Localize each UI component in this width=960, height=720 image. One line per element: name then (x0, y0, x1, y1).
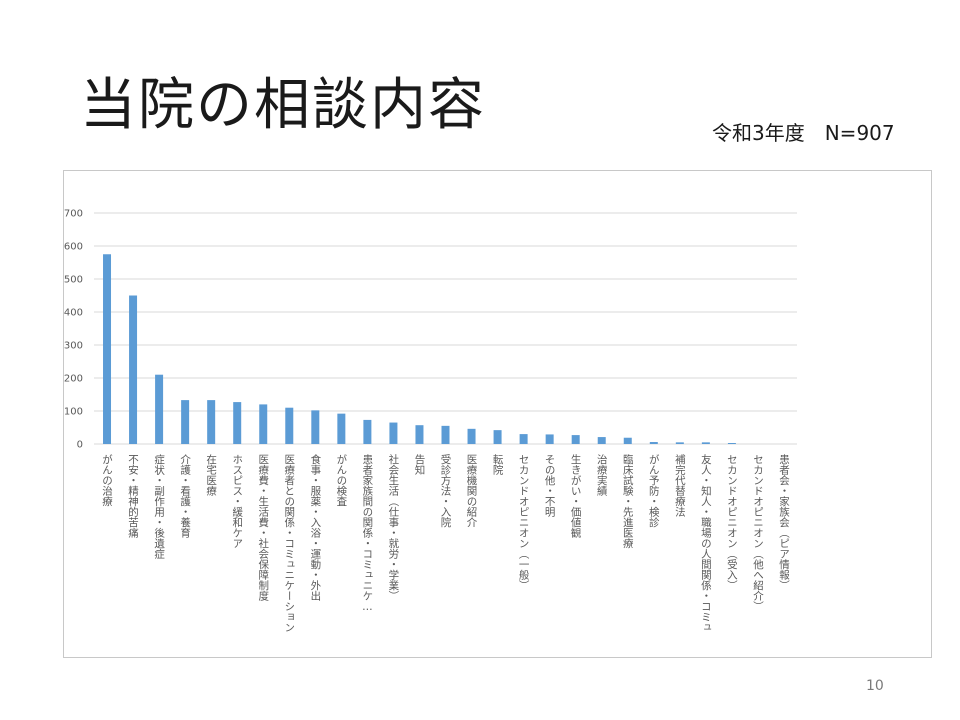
bar (155, 374, 164, 444)
x-category-label: 在宅医療 (205, 454, 217, 496)
gridlines (94, 212, 797, 445)
y-tick-label: 200 (64, 374, 83, 385)
bar (493, 430, 502, 444)
x-category-label: 転院 (492, 454, 504, 476)
x-category-label: 医療機関の紹介 (466, 454, 478, 528)
bar (441, 425, 450, 444)
bar (285, 407, 294, 444)
bar (337, 413, 346, 444)
bar (675, 442, 684, 444)
x-category-label: その他・不明 (544, 454, 556, 518)
x-category-label: 生きがい・価値観 (570, 453, 582, 539)
bar (233, 402, 242, 444)
bar (649, 442, 658, 444)
y-axis-ticks: 0 100 200 300 400 500 600 700 (64, 209, 83, 451)
slide-title: 当院の相談内容 (80, 73, 486, 138)
x-category-label: 友人・知人・職場の人間関係・コミュ (700, 453, 712, 632)
x-category-label: セカンドオピニオン（他へ紹介） (752, 454, 764, 612)
fiscal-year-sample-size: 令和3年度 N=907 (712, 121, 895, 145)
bar (103, 254, 112, 444)
bar (415, 425, 424, 444)
bar (259, 404, 268, 444)
x-category-label: 介護・看護・養育 (179, 454, 191, 539)
consultation-bar-chart: 0 100 200 300 400 500 600 700 がんの治療 不安・精神的苦痛 症状・副… (64, 209, 797, 633)
y-tick-label: 500 (64, 275, 83, 286)
x-category-label: 患者会・家族会（ピア情報） (778, 454, 790, 591)
x-category-label: セカンドオピニオン（受入） (726, 454, 738, 591)
bar (623, 437, 632, 444)
bar (363, 419, 372, 444)
bars (103, 254, 736, 444)
x-category-label: 不安・精神的苦痛 (127, 454, 139, 539)
bar (389, 422, 398, 444)
bar (181, 400, 190, 444)
chart-frame: 0 100 200 300 400 500 600 700 がんの治療 不安・精神的苦痛 症状・副… (63, 170, 932, 658)
y-tick-label: 600 (64, 242, 83, 253)
x-category-label: がんの検査 (335, 453, 347, 506)
bar (207, 400, 216, 444)
x-axis-labels: がんの治療 不安・精神的苦痛 症状・副作用・後遺症 介護・看護・養育 在宅医療 ホスピス・… (101, 453, 790, 632)
x-category-label: 治療実績 (596, 453, 608, 497)
bar (545, 434, 554, 444)
x-category-label: 症状・副作用・後遺症 (153, 453, 165, 560)
x-category-label: がんの治療 (101, 453, 113, 506)
bar (727, 443, 736, 444)
bar (571, 435, 580, 444)
y-tick-label: 700 (64, 209, 83, 220)
x-category-label: 補完代替療法 (674, 453, 686, 518)
x-category-label: 医療費・生活費・社会保障制度 (257, 454, 269, 602)
x-category-label: 患者家族間の関係・コミュニケ… (361, 454, 373, 613)
bar (129, 295, 138, 444)
x-category-label: 告知 (413, 453, 425, 475)
y-tick-label: 100 (64, 407, 83, 418)
page-number: 10 (866, 678, 884, 694)
y-tick-label: 400 (64, 308, 83, 319)
bar (597, 437, 606, 444)
x-category-label: がん予防・検診 (648, 453, 660, 528)
bar (701, 442, 710, 444)
y-tick-label: 0 (77, 440, 83, 451)
bar (311, 410, 320, 444)
bar (467, 428, 476, 444)
x-category-label: 受診方法・入院 (440, 454, 452, 528)
x-category-label: 臨床試験・先進医療 (622, 453, 634, 548)
y-tick-label: 300 (64, 341, 83, 352)
x-category-label: セカンドオピニオン（一般） (518, 454, 530, 591)
x-category-label: ホスピス・緩和ケア (231, 454, 243, 549)
x-category-label: 医療者との関係・コミュニケーション (283, 454, 295, 633)
x-category-label: 食事・服薬・入浴・運動・外出 (309, 453, 321, 601)
x-category-label: 社会生活（仕事・就労・学業） (387, 453, 399, 601)
bar (519, 434, 528, 444)
